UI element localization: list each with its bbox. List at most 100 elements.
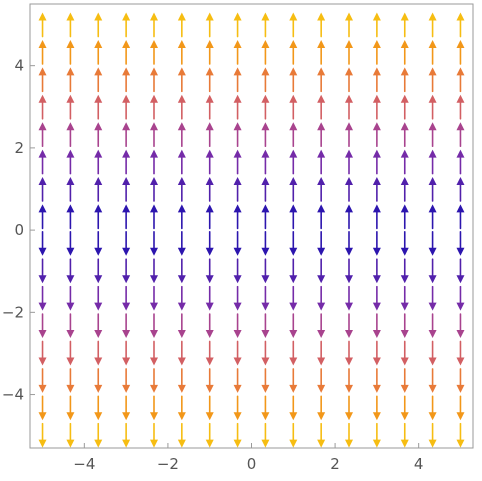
vector-arrow xyxy=(94,204,103,230)
vector-arrow xyxy=(177,204,186,230)
vector-arrow xyxy=(289,12,298,38)
axes-frame xyxy=(29,3,474,449)
vector-arrow xyxy=(289,368,298,393)
vector-arrow xyxy=(177,39,186,65)
vector-arrow xyxy=(66,122,75,147)
vector-arrow xyxy=(94,67,103,93)
vector-arrow xyxy=(177,313,186,339)
vector-arrow xyxy=(456,12,465,38)
vector-arrow xyxy=(261,12,270,38)
vector-arrow xyxy=(94,368,103,393)
vector-arrow xyxy=(177,340,186,366)
vector-arrow xyxy=(317,149,326,175)
vector-arrow xyxy=(345,313,354,339)
vector-arrow xyxy=(66,177,75,202)
vector-arrow xyxy=(94,122,103,147)
vector-arrow xyxy=(38,231,47,256)
vector-arrow xyxy=(428,94,437,120)
vector-arrow xyxy=(317,122,326,147)
vector-arrow xyxy=(205,395,214,421)
vector-arrow xyxy=(317,231,326,256)
vector-arrow xyxy=(122,258,131,284)
vector-arrow xyxy=(177,422,186,448)
vector-arrow xyxy=(317,368,326,393)
vector-arrow xyxy=(66,368,75,393)
vector-arrow xyxy=(66,285,75,311)
vector-arrow xyxy=(66,94,75,120)
vector-arrow xyxy=(456,177,465,202)
vector-arrow xyxy=(289,340,298,366)
vector-arrow xyxy=(122,422,131,448)
vector-arrow xyxy=(345,67,354,93)
vector-arrow xyxy=(233,39,242,65)
vector-arrow xyxy=(149,395,158,421)
vector-arrow xyxy=(38,313,47,339)
vector-arrow xyxy=(317,340,326,366)
vector-arrow xyxy=(205,340,214,366)
y-tick-label: 0 xyxy=(14,221,24,239)
vector-arrow xyxy=(233,231,242,256)
vector-arrow xyxy=(261,340,270,366)
vector-arrow xyxy=(233,67,242,93)
vector-arrow xyxy=(400,94,409,120)
vector-arrow xyxy=(261,313,270,339)
vector-arrow xyxy=(372,340,381,366)
vector-arrow xyxy=(289,285,298,311)
vector-arrow xyxy=(233,122,242,147)
vector-arrow xyxy=(38,122,47,147)
vector-arrow xyxy=(428,258,437,284)
vector-arrow xyxy=(149,177,158,202)
vector-arrow xyxy=(149,204,158,230)
vector-arrow xyxy=(38,368,47,393)
vector-arrow xyxy=(149,313,158,339)
vector-arrow xyxy=(317,177,326,202)
vector-arrow xyxy=(66,67,75,93)
vector-arrow xyxy=(205,285,214,311)
vector-arrow xyxy=(428,285,437,311)
vector-arrow xyxy=(149,258,158,284)
vector-arrow xyxy=(372,94,381,120)
vector-arrow xyxy=(149,422,158,448)
vector-arrow xyxy=(205,231,214,256)
vector-arrow xyxy=(456,313,465,339)
vector-arrow xyxy=(122,39,131,65)
vector-arrow xyxy=(205,39,214,65)
vector-arrow xyxy=(177,368,186,393)
vector-arrow xyxy=(149,340,158,366)
vector-arrow xyxy=(345,94,354,120)
vector-arrow xyxy=(261,94,270,120)
vector-arrow xyxy=(94,94,103,120)
vector-arrow xyxy=(317,422,326,448)
vector-arrow xyxy=(205,12,214,38)
vector-arrow xyxy=(66,231,75,256)
vector-arrow xyxy=(456,94,465,120)
vector-arrow xyxy=(94,395,103,421)
vector-arrow xyxy=(149,149,158,175)
vector-arrow xyxy=(261,231,270,256)
vector-arrow xyxy=(456,258,465,284)
vector-arrow xyxy=(456,285,465,311)
vector-arrow xyxy=(456,39,465,65)
vector-arrow xyxy=(400,231,409,256)
vector-arrow xyxy=(317,12,326,38)
vector-arrow xyxy=(372,39,381,65)
vector-arrow xyxy=(122,177,131,202)
vector-arrow xyxy=(233,368,242,393)
vector-arrow xyxy=(177,94,186,120)
vector-arrow xyxy=(177,177,186,202)
vector-arrow xyxy=(233,94,242,120)
vector-arrow xyxy=(38,177,47,202)
vector-arrow xyxy=(428,231,437,256)
vector-arrow xyxy=(428,422,437,448)
vector-arrow xyxy=(400,122,409,147)
vector-arrow xyxy=(317,258,326,284)
vector-arrow xyxy=(400,12,409,38)
vector-arrow xyxy=(317,94,326,120)
vector-arrow xyxy=(233,395,242,421)
vector-arrow xyxy=(456,368,465,393)
vector-arrow xyxy=(38,12,47,38)
vector-arrow xyxy=(233,177,242,202)
y-tick-label: 2 xyxy=(14,139,24,157)
vector-arrow xyxy=(66,12,75,38)
vector-arrow xyxy=(456,149,465,175)
